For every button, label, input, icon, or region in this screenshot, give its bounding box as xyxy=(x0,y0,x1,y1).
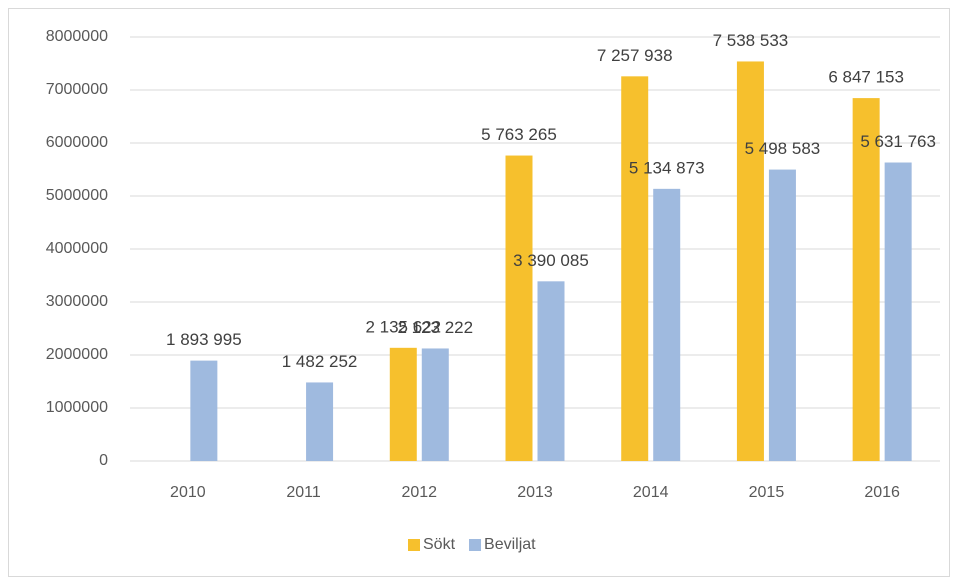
bar xyxy=(389,347,417,461)
bar xyxy=(190,360,218,461)
y-tick-label: 7000000 xyxy=(46,81,108,98)
bar xyxy=(884,162,912,462)
y-tick-label: 3000000 xyxy=(46,293,108,310)
bar xyxy=(306,382,334,461)
data-label: 6 847 153 xyxy=(828,68,904,87)
x-tick-label: 2011 xyxy=(286,484,321,501)
x-tick-label: 2016 xyxy=(864,484,900,501)
bar xyxy=(736,61,764,461)
legend-label: Beviljat xyxy=(484,536,536,553)
data-label: 7 538 533 xyxy=(713,31,789,50)
y-tick-label: 8000000 xyxy=(46,28,108,45)
data-label: 5 631 763 xyxy=(860,132,936,151)
y-tick-label: 4000000 xyxy=(46,240,108,257)
bar xyxy=(621,76,649,461)
x-tick-label: 2015 xyxy=(749,484,785,501)
chart-frame xyxy=(8,8,950,577)
data-label: 5 763 265 xyxy=(481,125,557,144)
y-tick-label: 6000000 xyxy=(46,134,108,151)
bar xyxy=(653,188,681,461)
y-tick-label: 0 xyxy=(99,452,108,469)
data-label: 1 482 252 xyxy=(282,352,358,371)
y-tick-label: 1000000 xyxy=(46,399,108,416)
bar xyxy=(852,98,880,461)
data-label: 5 498 583 xyxy=(745,139,821,158)
legend-label: Sökt xyxy=(423,536,456,553)
x-tick-label: 2010 xyxy=(170,484,206,501)
legend-swatch xyxy=(408,539,420,551)
y-tick-label: 2000000 xyxy=(46,346,108,363)
data-label: 1 893 995 xyxy=(166,330,242,349)
x-tick-label: 2014 xyxy=(633,484,669,501)
legend-swatch xyxy=(469,539,482,551)
data-label: 3 390 085 xyxy=(513,251,589,270)
bar xyxy=(421,348,449,461)
data-label: 2 135 622 xyxy=(365,317,441,336)
y-tick-label: 5000000 xyxy=(46,187,108,204)
x-tick-label: 2012 xyxy=(401,484,437,501)
bar xyxy=(505,155,533,462)
bar xyxy=(768,169,796,461)
data-label: 5 134 873 xyxy=(629,158,705,177)
bar xyxy=(537,281,565,461)
x-tick-label: 2013 xyxy=(517,484,553,501)
data-label: 2 123 222 xyxy=(397,318,473,337)
data-label: 7 257 938 xyxy=(597,46,673,65)
